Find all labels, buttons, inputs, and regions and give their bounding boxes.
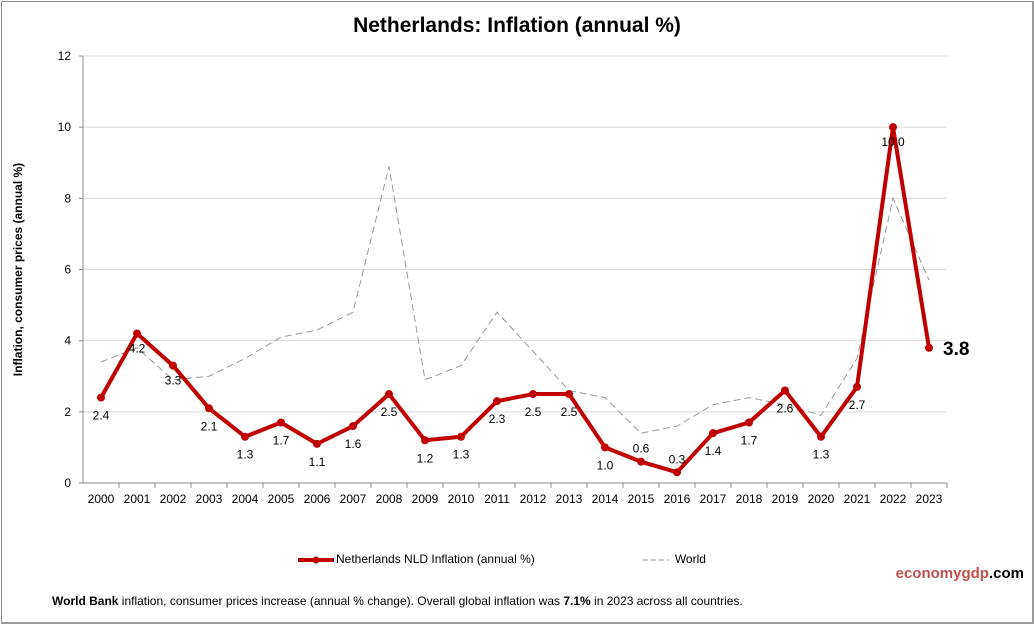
y-tick-label: 8	[64, 191, 71, 205]
x-tick-label: 2010	[448, 492, 475, 506]
data-point-2022	[889, 123, 897, 132]
x-tick-label: 2021	[844, 492, 871, 506]
data-label-2020: 1.3	[813, 448, 830, 462]
x-tick-label: 2013	[556, 492, 583, 506]
x-tick-label: 2017	[700, 492, 727, 506]
data-point-2003	[205, 404, 213, 413]
data-point-2014	[601, 443, 609, 452]
x-tick-label: 2016	[664, 492, 691, 506]
data-label-2022: 10.0	[881, 135, 905, 149]
data-point-2002	[169, 361, 177, 370]
data-point-2006	[313, 439, 321, 448]
series-world-line	[100, 166, 930, 434]
data-point-2012	[529, 390, 537, 399]
data-point-2018	[745, 418, 753, 427]
legend-world-label: World	[674, 552, 706, 566]
x-tick-label: 2009	[412, 492, 439, 506]
x-tick-label: 2007	[340, 492, 367, 506]
data-label-2006: 1.1	[309, 455, 326, 469]
x-tick-label: 2019	[772, 492, 799, 506]
data-label-2007: 1.6	[345, 437, 362, 451]
data-label-2010: 1.3	[453, 448, 470, 462]
data-label-2019: 2.6	[777, 401, 794, 415]
data-label-2017: 1.4	[705, 444, 722, 458]
data-label-2008: 2.5	[381, 405, 398, 419]
y-tick-label: 6	[64, 263, 71, 277]
data-point-2004	[241, 432, 249, 441]
x-tick-label: 2001	[124, 492, 151, 506]
data-point-2008	[385, 390, 393, 399]
data-point-2010	[457, 432, 465, 441]
data-point-2000	[97, 393, 105, 402]
data-point-2009	[421, 436, 429, 445]
x-tick-label: 2005	[268, 492, 295, 506]
x-tick-label: 2015	[628, 492, 655, 506]
y-tick-label: 12	[58, 49, 72, 63]
x-tick-label: 2000	[88, 492, 115, 506]
data-point-2023	[925, 343, 933, 352]
series-nld-line	[99, 125, 931, 475]
y-tick-label: 10	[58, 120, 72, 134]
data-label-2016: 0.3	[669, 452, 686, 466]
data-label-2001: 4.2	[129, 342, 146, 356]
x-tick-label: 2008	[376, 492, 403, 506]
footer-note: World Bank inflation, consumer prices in…	[52, 594, 743, 608]
y-tick-label: 2	[64, 405, 71, 419]
x-tick-label: 2002	[160, 492, 187, 506]
legend-nld-label: Netherlands NLD Inflation (annual %)	[336, 552, 535, 566]
x-tick-label: 2014	[592, 492, 619, 506]
x-tick-label: 2018	[736, 492, 763, 506]
y-tick-label: 0	[64, 476, 71, 490]
x-tick-label: 2004	[232, 492, 259, 506]
y-axis-label: Inflation, consumer prices (annual %)	[11, 163, 25, 376]
x-tick-label: 2022	[880, 492, 907, 506]
data-point-2001	[133, 329, 141, 338]
data-label-2002: 3.3	[165, 374, 182, 388]
data-label-2013: 2.5	[561, 405, 578, 419]
x-tick-label: 2003	[196, 492, 223, 506]
legend-world-swatch	[643, 559, 670, 561]
data-point-2020	[817, 432, 825, 441]
data-label-2012: 2.5	[525, 405, 542, 419]
x-tick-label: 2020	[808, 492, 835, 506]
data-label-2014: 1.0	[597, 458, 614, 472]
data-point-2007	[349, 422, 357, 431]
data-point-2019	[781, 386, 789, 395]
chart-title: Netherlands: Inflation (annual %)	[353, 14, 681, 37]
data-label-2015: 0.6	[633, 442, 650, 456]
data-label-2009: 1.2	[417, 451, 434, 465]
data-point-2017	[709, 429, 717, 438]
data-point-2021	[853, 382, 861, 391]
data-label-2003: 2.1	[201, 419, 218, 433]
x-tick-label: 2006	[304, 492, 331, 506]
data-point-2016	[673, 468, 681, 477]
x-tick-label: 2011	[484, 492, 510, 506]
data-point-2011	[493, 397, 501, 406]
data-point-2005	[277, 418, 285, 427]
brand-logo: economygdp.com	[895, 565, 1024, 582]
legend: Netherlands NLD Inflation (annual %) Wor…	[296, 552, 706, 567]
y-tick-label: 4	[64, 334, 71, 348]
x-tick-label: 2012	[520, 492, 547, 506]
data-point-2015	[637, 457, 645, 466]
data-point-2013	[565, 390, 573, 399]
data-label-2021: 2.7	[849, 398, 866, 412]
data-label-2004: 1.3	[237, 448, 254, 462]
data-label-2005: 1.7	[273, 434, 290, 448]
data-label-2018: 1.7	[741, 434, 758, 448]
data-label-2000: 2.4	[93, 409, 110, 423]
data-label-2011: 2.3	[489, 412, 506, 426]
x-tick-label: 2023	[916, 492, 943, 506]
legend-nld-swatch	[298, 556, 334, 564]
data-label-2023: 3.8	[943, 339, 969, 360]
